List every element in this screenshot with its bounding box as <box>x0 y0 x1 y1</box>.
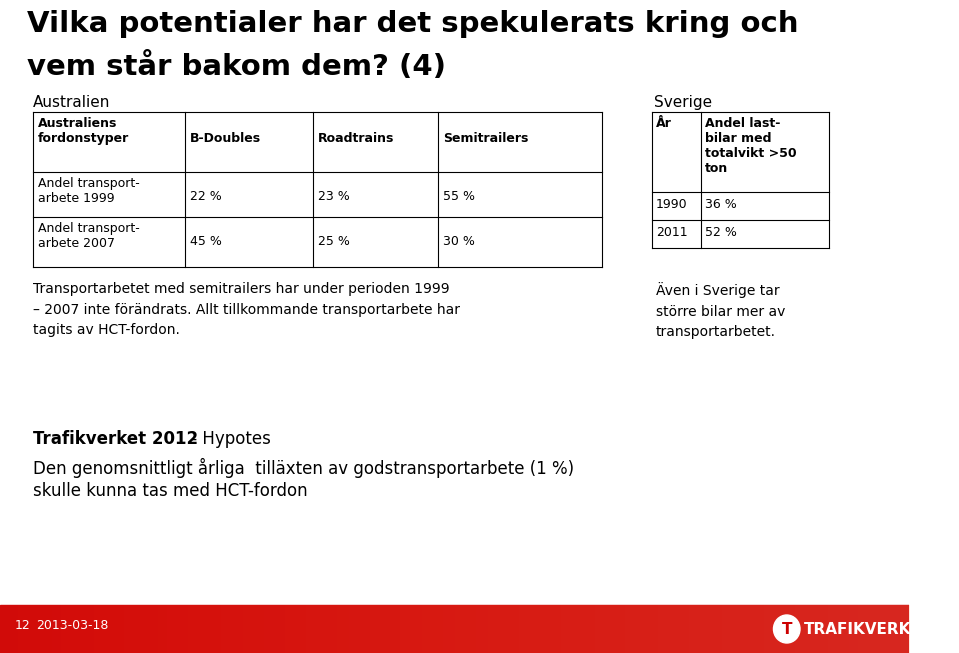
Bar <box>0 605 909 653</box>
Text: Roadtrains: Roadtrains <box>317 132 394 145</box>
Text: 25 %: 25 % <box>317 235 349 248</box>
Text: Semitrailers: Semitrailers <box>443 132 528 145</box>
Text: Den genomsnittligt årliga  tilläxten av godstransportarbete (1 %): Den genomsnittligt årliga tilläxten av g… <box>34 458 574 478</box>
Text: 45 %: 45 % <box>190 235 222 248</box>
Text: Trafikverket 2012: Trafikverket 2012 <box>34 430 199 448</box>
Text: 55 %: 55 % <box>443 190 475 203</box>
Text: 30 %: 30 % <box>443 235 475 248</box>
Text: Australiens
fordonstyper: Australiens fordonstyper <box>38 117 129 145</box>
Text: B-Doubles: B-Doubles <box>190 132 261 145</box>
Text: skulle kunna tas med HCT-fordon: skulle kunna tas med HCT-fordon <box>34 482 308 500</box>
Text: 22 %: 22 % <box>190 190 222 203</box>
Text: 52 %: 52 % <box>705 226 737 239</box>
Text: 12: 12 <box>14 619 30 632</box>
Circle shape <box>774 615 800 643</box>
Text: År: År <box>656 117 672 130</box>
Text: Även i Sverige tar
större bilar mer av
transportarbetet.: Även i Sverige tar större bilar mer av t… <box>656 282 785 339</box>
Text: vem står bakom dem? (4): vem står bakom dem? (4) <box>27 52 446 81</box>
Text: Sverige: Sverige <box>654 95 713 110</box>
Text: Andel transport-
arbete 1999: Andel transport- arbete 1999 <box>38 177 140 205</box>
Text: 2011: 2011 <box>656 226 688 239</box>
Text: Andel transport-
arbete 2007: Andel transport- arbete 2007 <box>38 222 140 250</box>
Text: Andel last-
bilar med
totalvikt >50
ton: Andel last- bilar med totalvikt >50 ton <box>705 117 797 175</box>
Text: 1990: 1990 <box>656 198 688 211</box>
Text: 36 %: 36 % <box>705 198 737 211</box>
Text: Transportarbetet med semitrailers har under perioden 1999
– 2007 inte förändrats: Transportarbetet med semitrailers har un… <box>34 282 460 337</box>
Text: T: T <box>782 622 792 637</box>
Text: 2013-03-18: 2013-03-18 <box>36 619 108 632</box>
Text: - Hypotes: - Hypotes <box>186 430 270 448</box>
Text: Australien: Australien <box>34 95 110 110</box>
Text: Vilka potentialer har det spekulerats kring och: Vilka potentialer har det spekulerats kr… <box>27 10 798 38</box>
Text: TRAFIKVERKET: TRAFIKVERKET <box>804 622 932 637</box>
Text: 23 %: 23 % <box>317 190 349 203</box>
